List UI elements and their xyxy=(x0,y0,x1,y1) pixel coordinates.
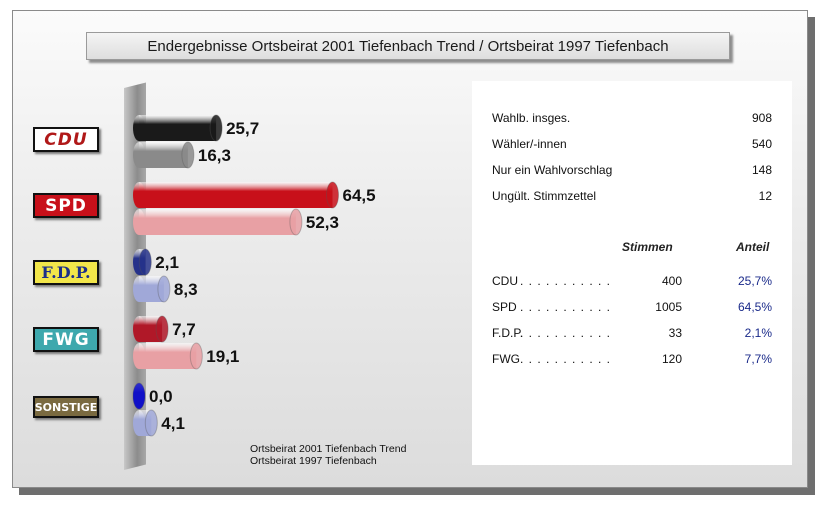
stat-value: 540 xyxy=(751,137,772,151)
result-votes: 400 xyxy=(661,274,682,288)
result-votes: 33 xyxy=(668,326,682,340)
result-share: 7,7% xyxy=(744,352,772,366)
logo-spd: SPD xyxy=(33,193,99,218)
chart-title: Endergebnisse Ortsbeirat 2001 Tiefenbach… xyxy=(86,32,730,60)
result-votes: 120 xyxy=(661,352,682,366)
result-party: FWG xyxy=(492,352,520,366)
result-party: SPD xyxy=(492,300,517,314)
legend-entry-1997: Ortsbeirat 1997 Tiefenbach xyxy=(250,455,377,467)
stat-label: Wähler/-innen xyxy=(492,137,567,151)
result-dots: . . . . . . . . . . . xyxy=(520,326,612,340)
result-votes: 1005 xyxy=(655,300,682,314)
logo-fdp: F.D.P. xyxy=(33,260,99,285)
stat-label: Nur ein Wahlvorschlag xyxy=(492,163,613,177)
stat-value: 12 xyxy=(758,189,772,203)
chart-legend: Ortsbeirat 2001 Tiefenbach Trend Ortsbei… xyxy=(250,443,406,467)
axis-wall xyxy=(124,82,146,471)
results-panel: Wahlb. insges. 908 Wähler/-innen 540 Nur… xyxy=(472,81,792,465)
result-party: F.D.P. xyxy=(492,326,524,340)
stat-label: Ungült. Stimmzettel xyxy=(492,189,597,203)
logo-fwg: FWG xyxy=(33,327,99,352)
header-share: Anteil xyxy=(736,240,770,254)
result-share: 2,1% xyxy=(744,326,772,340)
stat-value: 148 xyxy=(751,163,772,177)
result-dots: . . . . . . . . . . . xyxy=(520,352,612,366)
logo-sonstige: SONSTIGE xyxy=(33,396,99,418)
result-party: CDU xyxy=(492,274,518,288)
result-dots: . . . . . . . . . . . xyxy=(520,300,612,314)
stat-value: 908 xyxy=(751,111,772,125)
logo-cdu: CDU xyxy=(33,127,99,152)
legend-entry-2001: Ortsbeirat 2001 Tiefenbach Trend xyxy=(250,443,407,455)
stat-label: Wahlb. insges. xyxy=(492,111,571,125)
header-votes: Stimmen xyxy=(622,240,673,254)
result-share: 64,5% xyxy=(737,300,772,314)
result-dots: . . . . . . . . . . . xyxy=(520,274,612,288)
result-share: 25,7% xyxy=(737,274,772,288)
